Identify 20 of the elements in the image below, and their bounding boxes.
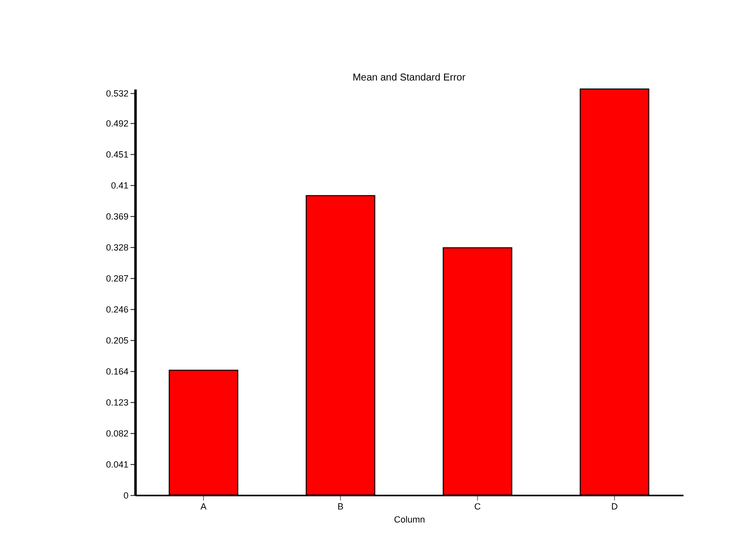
y-tick-label: 0.41: [110, 180, 128, 191]
x-tick-label: C: [474, 502, 482, 512]
chart-title: Mean and Standard Error: [352, 72, 466, 84]
y-tick-label: 0.164: [106, 366, 128, 377]
y-tick-label: 0.369: [106, 212, 128, 222]
y-tick-label: 0.451: [106, 150, 128, 160]
y-tick-label: 0.082: [106, 428, 128, 439]
x-tick-label: D: [611, 502, 618, 512]
y-tick-label: 0.328: [106, 242, 128, 253]
y-tick-label: 0.532: [106, 88, 128, 98]
y-tick-label: 0.246: [106, 304, 128, 315]
y-tick-label: 0.041: [106, 460, 128, 470]
x-axis-title: Column: [394, 514, 426, 524]
y-tick-label: 0.205: [106, 336, 128, 346]
x-tick-label: B: [337, 502, 344, 512]
y-tick-label: 0.492: [106, 118, 128, 129]
x-tick-label: A: [200, 502, 207, 512]
y-tick-label: 0.123: [106, 398, 128, 408]
y-tick-label: 0.287: [106, 274, 128, 284]
y-tick-label: 0: [123, 490, 128, 500]
